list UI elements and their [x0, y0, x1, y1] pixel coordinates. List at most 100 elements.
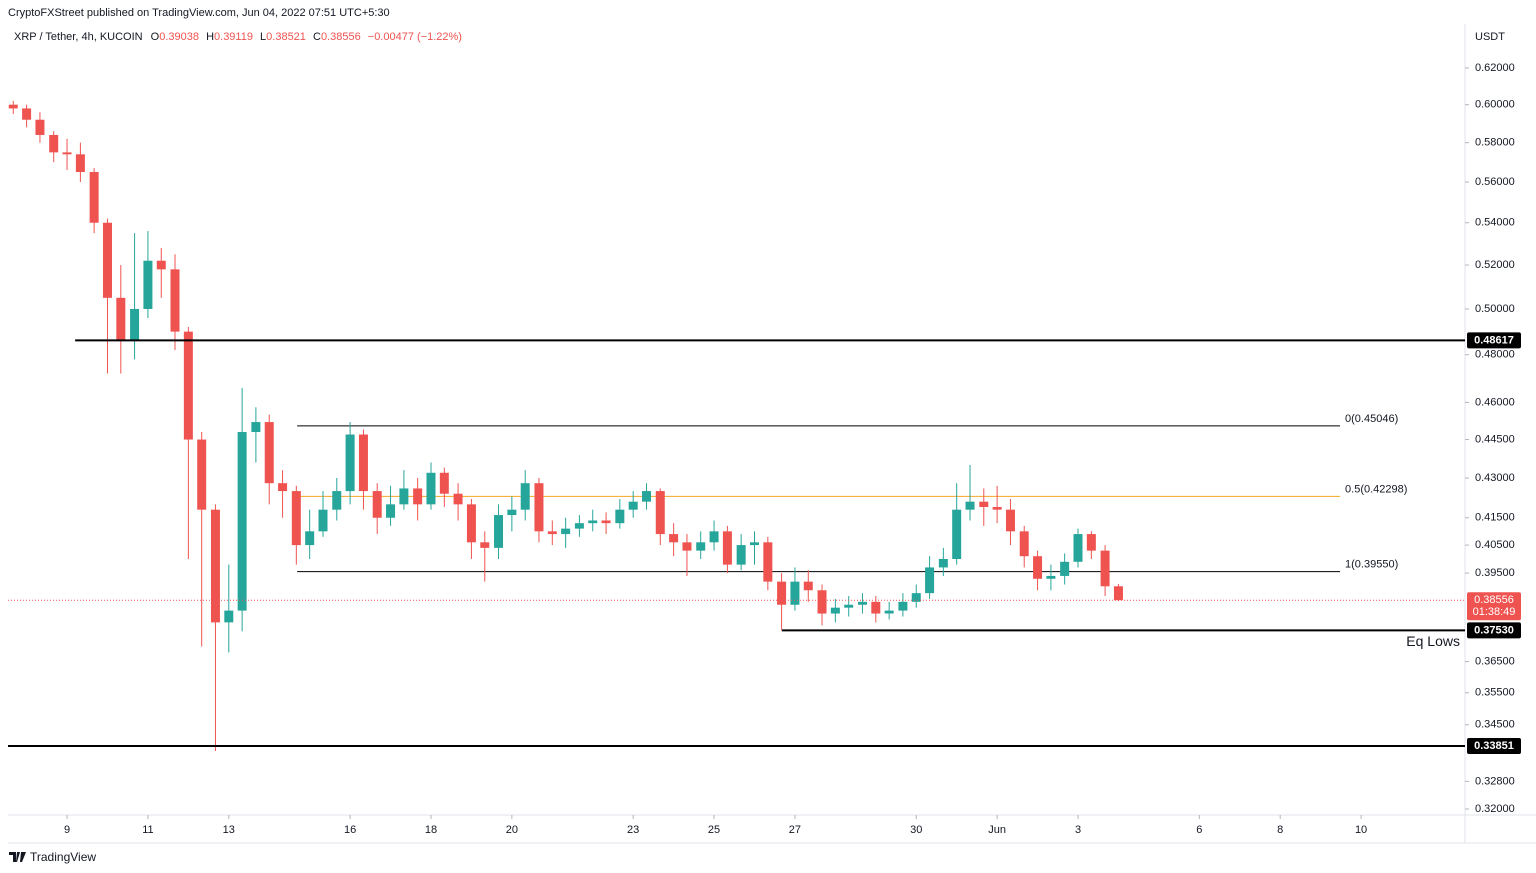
candle-body	[116, 297, 126, 341]
candle-body	[278, 483, 288, 492]
countdown: 01:38:49	[1473, 606, 1516, 618]
candle-body	[884, 610, 894, 614]
x-tick-label: 30	[910, 824, 922, 836]
high-value: 0.39119	[214, 31, 253, 43]
candle-body	[35, 119, 45, 135]
candle-body	[857, 601, 867, 605]
candle-body	[466, 504, 476, 543]
ohlc-label: L	[260, 31, 266, 43]
x-tick-label: 16	[344, 824, 356, 836]
y-tick-label: 0.44500	[1475, 433, 1515, 445]
candle-body	[1046, 575, 1056, 579]
low-value: 0.38521	[266, 31, 306, 43]
candle-body	[305, 531, 315, 546]
candle-body	[925, 567, 935, 594]
candle-body	[965, 501, 975, 510]
candle-body	[332, 491, 342, 510]
y-tick-label: 0.52000	[1475, 259, 1515, 271]
candle-body	[156, 260, 166, 270]
x-tick-label: 9	[64, 824, 70, 836]
y-tick-label: 0.46000	[1475, 396, 1515, 408]
ohlc-label: H	[206, 31, 214, 43]
x-tick-label: 18	[425, 824, 437, 836]
open-value: 0.39038	[159, 31, 199, 43]
candle-body	[534, 483, 544, 532]
y-tick-label: 0.43000	[1475, 472, 1515, 484]
y-tick-label: 0.40500	[1475, 539, 1515, 551]
candle-body	[830, 607, 840, 614]
y-tick-label: 0.36500	[1475, 656, 1515, 668]
candle-body	[62, 152, 72, 155]
candle-body	[642, 491, 652, 502]
fib-label: 1(0.39550)	[1345, 559, 1398, 571]
candle-body	[669, 534, 679, 543]
candle-body	[561, 528, 571, 535]
y-tick-label: 0.56000	[1475, 176, 1515, 188]
candle-body	[588, 520, 598, 524]
candle-body	[372, 491, 382, 518]
candle-body	[898, 601, 908, 611]
candle-body	[911, 593, 921, 602]
candle-body	[399, 488, 409, 505]
candle-body	[197, 439, 207, 510]
candle-body	[615, 509, 625, 524]
candle-body	[1033, 556, 1043, 579]
level-tag	[1467, 622, 1521, 639]
candle-body	[453, 493, 463, 505]
candle-body	[251, 422, 261, 433]
candle-body	[871, 601, 881, 614]
candle-body	[507, 509, 517, 516]
x-tick-label: 10	[1355, 824, 1367, 836]
candle-body	[992, 507, 1002, 510]
candle-body	[210, 509, 220, 623]
publisher: CryptoFXStreet published on TradingView.…	[8, 7, 390, 19]
y-tick-label: 0.62000	[1475, 62, 1515, 74]
candle-body	[494, 515, 504, 548]
symbol: XRP / Tether, 4h, KUCOIN	[14, 31, 143, 43]
x-tick-label: 3	[1075, 824, 1081, 836]
candle-body	[1019, 531, 1029, 557]
x-tick-label: 11	[142, 824, 153, 836]
candle-body	[386, 504, 396, 518]
fib-label: 0.5(0.42298)	[1345, 483, 1407, 495]
candle-body	[1100, 550, 1110, 587]
candle-body	[237, 432, 247, 611]
y-tick-label: 0.39500	[1475, 567, 1515, 579]
level-tag-label: 0.48617	[1474, 334, 1514, 346]
y-tick-label: 0.41500	[1475, 512, 1515, 524]
candle-body	[143, 260, 153, 309]
y-tick-label: 0.34500	[1475, 719, 1515, 731]
level-tag	[1467, 332, 1521, 349]
candle-body	[1073, 534, 1083, 562]
x-tick-label: 23	[627, 824, 639, 836]
close-value: 0.38556	[321, 31, 361, 43]
currency: USDT	[1475, 31, 1505, 43]
candle-body	[170, 269, 180, 332]
candle-body	[736, 545, 746, 565]
candle-body	[102, 222, 112, 298]
y-tick-label: 0.32000	[1475, 803, 1515, 815]
candle-body	[49, 134, 59, 153]
y-tick-label: 0.35500	[1475, 687, 1515, 699]
candle-body	[413, 488, 423, 505]
candle-body	[480, 542, 490, 548]
candle-body	[1086, 534, 1096, 551]
candle-body	[8, 104, 18, 109]
candle-body	[938, 559, 948, 568]
x-tick-label: 25	[708, 824, 720, 836]
candle-body	[318, 509, 328, 532]
candle-body	[790, 581, 800, 605]
candle-body	[696, 542, 706, 551]
candle-body	[291, 491, 301, 546]
price-tag-label: 0.38556	[1474, 594, 1514, 606]
x-tick-label: 8	[1277, 824, 1283, 836]
candle-body	[844, 604, 854, 608]
level-tag	[1467, 738, 1521, 755]
footer: TradingView	[30, 850, 96, 864]
candle-body	[439, 472, 449, 494]
y-tick-label: 0.54000	[1475, 217, 1515, 229]
y-tick-label: 0.48000	[1475, 349, 1515, 361]
candle-body	[547, 531, 557, 535]
y-tick-label: 0.32800	[1475, 775, 1515, 787]
candle-body	[601, 520, 611, 524]
